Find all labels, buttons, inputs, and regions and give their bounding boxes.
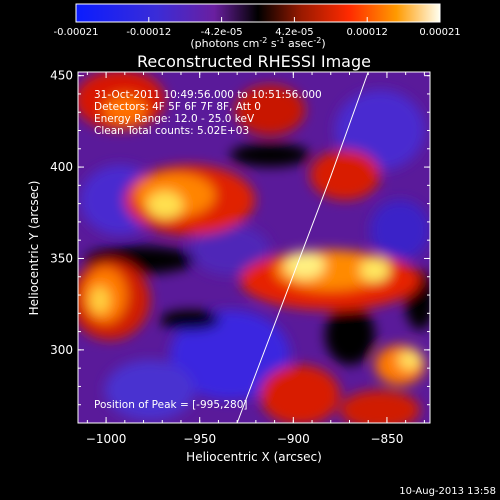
y-tick-label: 300 xyxy=(50,343,73,357)
plot-title: Reconstructed RHESSI Image xyxy=(137,52,371,71)
colorbar-unit-label: (photons cm-2 s-1 asec-2) xyxy=(190,36,325,50)
solar-limb-line xyxy=(236,72,369,423)
x-tick-label: −1000 xyxy=(86,432,127,446)
colorbar-tick-label: 0.00012 xyxy=(347,27,388,38)
plot-frame xyxy=(77,71,431,424)
energy-range-label: Energy Range: 12.0 - 25.0 keV xyxy=(94,113,255,125)
colorbar-tick-label: 0.00021 xyxy=(419,27,460,38)
peak-position-label: Position of Peak = [-995,280] xyxy=(94,399,248,411)
x-tick-label: −850 xyxy=(370,432,403,446)
y-axis-label: Heliocentric Y (arcsec) xyxy=(27,181,41,316)
y-tick-label: 450 xyxy=(50,69,73,83)
colorbar-tick-label: -0.00012 xyxy=(126,27,171,38)
y-axis-ticks: 300 350 400 450 xyxy=(50,69,430,406)
clean-counts-label: Clean Total counts: 5.02E+03 xyxy=(94,125,249,137)
time-range-label: 31-Oct-2011 10:49:56.000 to 10:51:56.000 xyxy=(94,89,322,101)
y-tick-label: 350 xyxy=(50,251,73,265)
x-axis-ticks: −1000 −950 −900 −850 xyxy=(86,72,425,446)
detectors-label: Detectors: 4F 5F 6F 7F 8F, Att 0 xyxy=(94,101,261,113)
x-axis-label: Heliocentric X (arcsec) xyxy=(186,450,322,464)
footer-date: 10-Aug-2013 13:58 xyxy=(399,486,496,497)
y-tick-label: 400 xyxy=(50,160,73,174)
colorbar-tick-labels: -0.00021 -0.00012 -4.2e-05 4.2e-05 0.00012 0.… xyxy=(54,27,461,38)
colorbar-ticks xyxy=(75,17,441,22)
colorbar xyxy=(75,3,441,23)
colorbar-tick-label: 4.2e-05 xyxy=(275,27,313,38)
x-tick-label: −950 xyxy=(183,432,216,446)
colorbar-tick-label: -4.2e-05 xyxy=(201,27,243,38)
rhessi-image xyxy=(78,72,430,423)
x-tick-label: −900 xyxy=(277,432,310,446)
colorbar-tick-label: -0.00021 xyxy=(54,27,99,38)
